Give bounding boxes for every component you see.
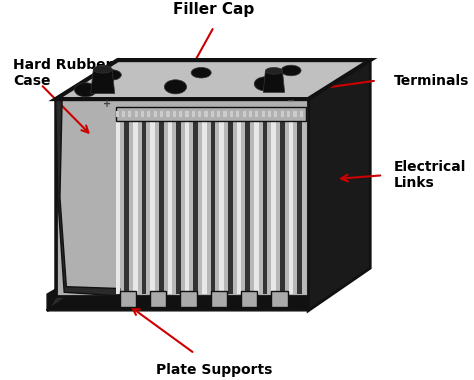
Bar xyxy=(297,121,302,294)
Text: Filler Cap: Filler Cap xyxy=(173,2,255,17)
Bar xyxy=(116,121,306,294)
Bar xyxy=(246,121,250,294)
Bar xyxy=(230,111,233,117)
Polygon shape xyxy=(308,60,370,311)
Ellipse shape xyxy=(265,68,283,74)
Bar xyxy=(254,121,259,294)
Ellipse shape xyxy=(191,67,211,78)
Bar xyxy=(159,121,164,294)
Ellipse shape xyxy=(101,70,121,80)
Polygon shape xyxy=(47,255,370,311)
Bar xyxy=(211,121,216,294)
Bar xyxy=(116,111,119,117)
Bar xyxy=(185,121,190,294)
Bar xyxy=(263,121,267,294)
Bar xyxy=(255,111,258,117)
Text: Terminals: Terminals xyxy=(394,73,469,87)
Bar xyxy=(280,121,285,294)
Bar xyxy=(262,111,265,117)
Text: −: − xyxy=(287,96,295,106)
Bar xyxy=(135,111,138,117)
Bar xyxy=(272,121,276,294)
Bar xyxy=(274,111,277,117)
Bar xyxy=(198,111,201,117)
Bar xyxy=(228,121,233,294)
Polygon shape xyxy=(55,99,308,296)
Bar xyxy=(116,121,120,294)
Bar xyxy=(142,121,146,294)
Polygon shape xyxy=(47,60,118,311)
Bar xyxy=(185,111,189,117)
Bar xyxy=(217,111,220,117)
Ellipse shape xyxy=(74,83,97,97)
Bar xyxy=(204,111,208,117)
Bar xyxy=(160,111,163,117)
Bar xyxy=(268,111,271,117)
Polygon shape xyxy=(55,99,120,296)
Bar xyxy=(241,291,257,307)
Bar xyxy=(176,121,181,294)
Bar xyxy=(192,111,195,117)
Bar xyxy=(243,111,246,117)
Bar xyxy=(120,291,136,307)
Text: +: + xyxy=(103,99,111,109)
Bar xyxy=(124,121,129,294)
Bar xyxy=(167,121,172,294)
Bar xyxy=(211,291,227,307)
Bar xyxy=(133,121,137,294)
Bar xyxy=(202,121,207,294)
Bar xyxy=(147,111,150,117)
Polygon shape xyxy=(91,70,115,93)
Bar xyxy=(272,291,288,307)
Bar xyxy=(128,111,131,117)
Bar xyxy=(150,291,166,307)
Text: Electrical
Links: Electrical Links xyxy=(394,160,466,190)
Bar xyxy=(154,111,157,117)
Bar xyxy=(116,106,306,121)
Bar xyxy=(249,111,252,117)
Bar xyxy=(193,121,198,294)
Bar xyxy=(166,111,170,117)
Ellipse shape xyxy=(93,66,112,73)
Bar xyxy=(150,121,155,294)
Bar xyxy=(211,111,214,117)
Bar xyxy=(179,111,182,117)
Bar xyxy=(173,111,176,117)
Polygon shape xyxy=(55,60,370,99)
Bar xyxy=(181,291,197,307)
Bar xyxy=(237,121,241,294)
Ellipse shape xyxy=(254,77,276,91)
Bar xyxy=(289,121,293,294)
Text: Plate Supports: Plate Supports xyxy=(156,363,272,377)
Polygon shape xyxy=(263,71,284,92)
Ellipse shape xyxy=(281,65,301,76)
Text: Hard Rubber
Case: Hard Rubber Case xyxy=(13,58,112,88)
Bar xyxy=(293,111,297,117)
Bar xyxy=(281,111,284,117)
Bar xyxy=(300,111,303,117)
Bar xyxy=(224,111,227,117)
Bar xyxy=(122,111,125,117)
Bar xyxy=(219,121,224,294)
Bar xyxy=(236,111,239,117)
Bar xyxy=(141,111,144,117)
Ellipse shape xyxy=(164,80,187,94)
Bar xyxy=(287,111,290,117)
